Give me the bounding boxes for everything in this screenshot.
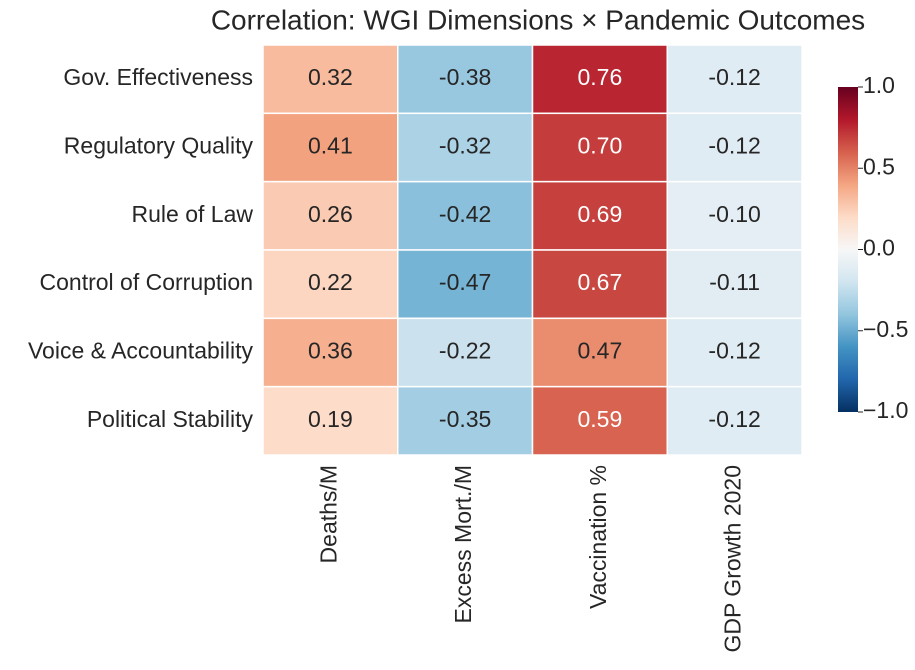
cell-label: 0.26 [308, 201, 353, 227]
cell-label: 0.70 [577, 133, 622, 159]
heatmap-cell [531, 317, 668, 388]
y-tick-label: Voice & Accountability [28, 338, 254, 364]
heatmap-cell [666, 180, 803, 251]
heatmap-cell [397, 180, 534, 251]
colorbar-tick-label: −1.0 [863, 397, 908, 423]
heatmap-cell [397, 44, 534, 115]
colorbar-tick-label: 1.0 [863, 72, 895, 98]
cell-label: 0.69 [577, 201, 622, 227]
cell-label: 0.19 [308, 406, 353, 432]
cell-label: 0.22 [308, 269, 353, 295]
cell-label: 0.36 [308, 338, 353, 364]
heatmap-cell [262, 385, 399, 456]
colorbar-tick-label: 0.0 [863, 235, 895, 261]
cell-label: 0.47 [577, 338, 622, 364]
heatmap-cell [666, 112, 803, 183]
y-tick-label: Rule of Law [132, 201, 254, 227]
cell-label: -0.12 [708, 338, 760, 364]
colorbar-tick-label: 0.5 [863, 153, 895, 179]
heatmap-cell [666, 249, 803, 320]
cell-label: -0.11 [709, 269, 760, 295]
x-tick-label: Deaths/M [315, 465, 341, 563]
heatmap-cell [397, 317, 534, 388]
heatmap-cell [531, 44, 668, 115]
y-tick-label: Control of Corruption [40, 269, 254, 295]
cell-label: 0.76 [577, 64, 622, 90]
cell-label: -0.32 [439, 133, 491, 159]
chart-title: Correlation: WGI Dimensions × Pandemic O… [211, 4, 865, 35]
colorbar [838, 87, 858, 412]
heatmap-cell [397, 112, 534, 183]
x-tick-label: Excess Mort./M [450, 465, 476, 623]
heatmap-cell [666, 385, 803, 456]
cell-label: -0.35 [439, 406, 491, 432]
y-tick-label: Political Stability [87, 406, 254, 432]
heatmap-cell [397, 385, 534, 456]
cell-label: -0.10 [708, 201, 760, 227]
colorbar-tick-label: −0.5 [863, 316, 908, 342]
cell-label: -0.38 [439, 64, 491, 90]
cell-label: -0.47 [439, 269, 491, 295]
heatmap-cell [666, 317, 803, 388]
cell-label: 0.32 [308, 64, 353, 90]
cell-label: -0.12 [708, 406, 760, 432]
cell-label: -0.42 [439, 201, 491, 227]
heatmap-cell [262, 317, 399, 388]
heatmap-cell [262, 44, 399, 115]
cell-label: 0.41 [308, 133, 353, 159]
cell-label: -0.12 [708, 133, 760, 159]
x-tick-label: Vaccination % [585, 465, 611, 609]
y-tick-label: Gov. Effectiveness [63, 64, 253, 90]
heatmap-cell [397, 249, 534, 320]
heatmap-cell [531, 385, 668, 456]
cell-label: 0.67 [577, 269, 622, 295]
cell-label: 0.59 [577, 406, 622, 432]
heatmap-cell [666, 44, 803, 115]
y-tick-label: Regulatory Quality [64, 133, 254, 159]
cell-label: -0.22 [439, 338, 491, 364]
x-tick-label: GDP Growth 2020 [720, 465, 746, 653]
cell-label: -0.12 [708, 64, 760, 90]
